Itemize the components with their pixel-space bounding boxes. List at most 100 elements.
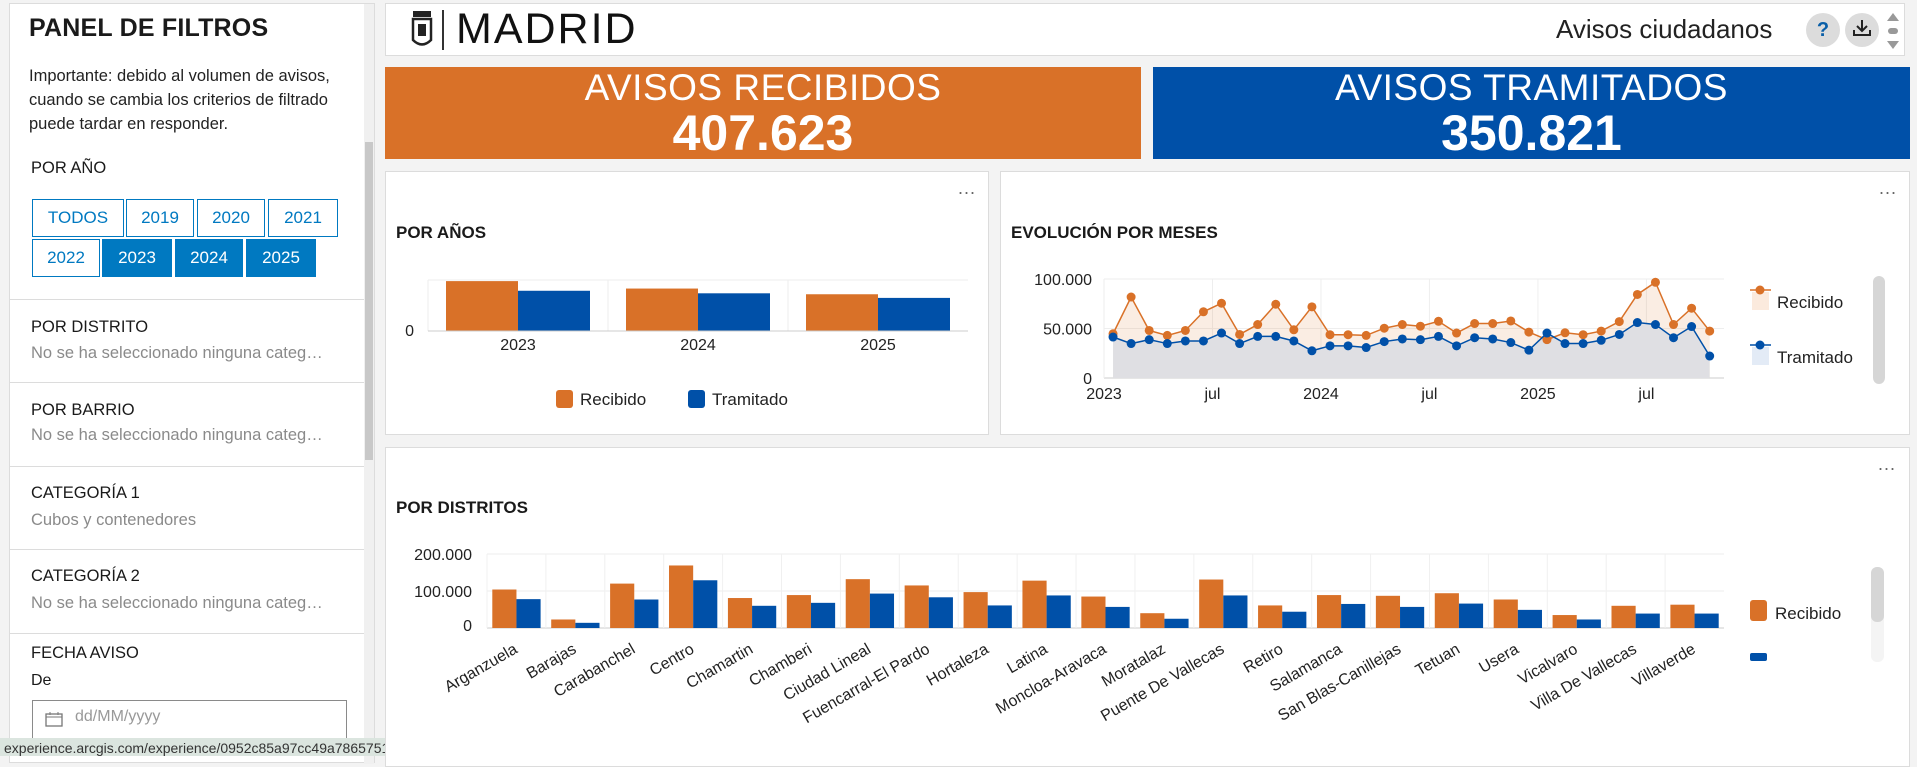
category1-filter-select[interactable]: Cubos y contenedores [31, 511, 197, 529]
help-button[interactable]: ? [1806, 13, 1840, 47]
bar-tramitado-Fuencarral-El Pardo [928, 597, 953, 628]
download-button[interactable] [1845, 13, 1879, 47]
point-tramitado-2024-12 [1524, 345, 1534, 355]
logo-divider [442, 10, 444, 50]
point-recibido-2025-03 [1578, 330, 1588, 340]
filter-panel-title: PANEL DE FILTROS [29, 14, 269, 42]
point-recibido-2024-11 [1506, 316, 1516, 326]
district-filter-select[interactable]: No se ha seleccionado ninguna categ… [31, 344, 323, 362]
divider [10, 466, 365, 467]
bar-recibido-2024 [626, 288, 698, 331]
x-tick-label: Tetuan [1413, 641, 1463, 680]
kpi-received: AVISOS RECIBIDOS 407.623 [385, 67, 1141, 159]
point-tramitado-2025-08 [1669, 333, 1679, 343]
year-button-2023[interactable]: 2023 [102, 239, 172, 277]
y-tick-label: 100.000 [1034, 272, 1092, 289]
point-tramitado-2023-09 [1253, 331, 1263, 341]
point-tramitado-2024-02 [1343, 341, 1353, 351]
bar-recibido-Centro [669, 565, 694, 628]
bar-tramitado-Centro [693, 580, 718, 628]
point-tramitado-2025-03 [1578, 339, 1588, 349]
point-tramitado-2024-09 [1470, 333, 1480, 343]
bar-recibido-Puente De Vallecas [1199, 579, 1224, 628]
divider [10, 549, 365, 550]
scroll-arrows-icon[interactable] [1886, 11, 1900, 56]
legend-swatch-recibido [1752, 292, 1769, 310]
point-recibido-2024-12 [1524, 327, 1534, 337]
bar-recibido-Tetuan [1434, 593, 1459, 628]
point-tramitado-2024-01 [1325, 341, 1335, 351]
point-recibido-2023-08 [1235, 329, 1245, 339]
app-title: Avisos ciudadanos [1556, 14, 1773, 44]
more-options-icon[interactable]: ... [958, 178, 977, 198]
point-recibido-2025-09 [1687, 303, 1697, 313]
more-options-icon[interactable]: ... [1878, 454, 1897, 474]
point-tramitado-2023-02 [1126, 339, 1136, 349]
district-filter-title: POR DISTRITO [31, 318, 149, 336]
x-tick-label: jul [1203, 386, 1220, 403]
bar-recibido-Latina [1022, 580, 1047, 628]
point-recibido-2024-06 [1415, 321, 1425, 331]
kpi-received-value: 407.623 [672, 105, 854, 161]
year-button-todos[interactable]: TODOS [32, 199, 124, 237]
bar-tramitado-Chamberi [810, 602, 836, 628]
year-button-2024[interactable]: 2024 [175, 239, 243, 277]
bar-recibido-Usera [1493, 599, 1518, 628]
legend-swatch-recibido [1750, 600, 1767, 621]
y-tick-label: 50.000 [1043, 322, 1092, 339]
year-button-2022[interactable]: 2022 [32, 239, 100, 277]
x-tick-label: 2023 [500, 337, 536, 354]
legend-label: Recibido [580, 390, 646, 409]
year-button-2021[interactable]: 2021 [268, 199, 338, 237]
point-recibido-2023-07 [1217, 298, 1227, 308]
panel-title: POR AÑOS [396, 223, 487, 242]
panel-title: EVOLUCIÓN POR MESES [1011, 223, 1218, 242]
year-button-2025[interactable]: 2025 [246, 239, 316, 277]
bar-recibido-Moncloa-Aravaca [1081, 596, 1106, 628]
download-icon [1852, 19, 1872, 42]
point-recibido-2023-02 [1126, 292, 1136, 302]
legend-scrollbar [1871, 567, 1884, 622]
point-recibido-2025-06 [1632, 289, 1642, 299]
point-recibido-2023-03 [1144, 325, 1154, 335]
divider [10, 299, 365, 300]
x-tick-label: Retiro [1241, 641, 1287, 677]
bar-recibido-Villaverde [1670, 604, 1695, 628]
divider [10, 382, 365, 383]
bar-tramitado-Retiro [1282, 611, 1307, 628]
x-tick-label: Chamartin [684, 641, 756, 693]
bar-tramitado-2023 [518, 290, 590, 331]
more-options-icon[interactable]: ... [1879, 178, 1898, 198]
point-recibido-2025-04 [1596, 326, 1606, 336]
barrio-filter-select[interactable]: No se ha seleccionado ninguna categ… [31, 426, 323, 444]
bar-recibido-Hortaleza [963, 592, 988, 628]
point-tramitado-2025-10 [1705, 351, 1715, 361]
bar-recibido-Arganzuela [492, 589, 517, 628]
y-tick-label: 0 [405, 323, 414, 340]
legend-swatch-tramitado [1750, 653, 1767, 661]
header-bar: MADRID Avisos ciudadanos ? [385, 3, 1905, 56]
point-tramitado-2023-08 [1235, 339, 1245, 349]
bar-tramitado-Tetuan [1458, 603, 1484, 628]
bar-recibido-Vicalvaro [1552, 615, 1577, 628]
x-tick-label: Moncloa-Aravaca [993, 641, 1109, 718]
panel-title: POR DISTRITOS [396, 498, 528, 517]
point-tramitado-2024-11 [1506, 338, 1516, 348]
bar-tramitado-San Blas-Canillejas [1400, 606, 1425, 628]
kpi-processed-value: 350.821 [1441, 105, 1622, 161]
madrid-crest-icon [411, 10, 433, 55]
point-recibido-2023-04 [1162, 330, 1172, 340]
x-tick-label: 2024 [680, 337, 716, 354]
category2-filter-select[interactable]: No se ha seleccionado ninguna categ… [31, 594, 323, 612]
sidebar-scrollbar-thumb[interactable] [365, 142, 373, 460]
point-recibido-2024-07 [1433, 316, 1443, 326]
bar-recibido-Ciudad Lineal [845, 579, 870, 628]
year-button-2019[interactable]: 2019 [126, 199, 194, 237]
legend-marker-recibido [1755, 285, 1765, 295]
point-recibido-2025-05 [1614, 317, 1624, 327]
year-button-2020[interactable]: 2020 [197, 199, 265, 237]
divider [10, 633, 365, 634]
y-tick-label: 100.000 [414, 584, 472, 601]
line-recibido [1112, 281, 1711, 341]
point-tramitado-2023-12 [1307, 346, 1317, 356]
